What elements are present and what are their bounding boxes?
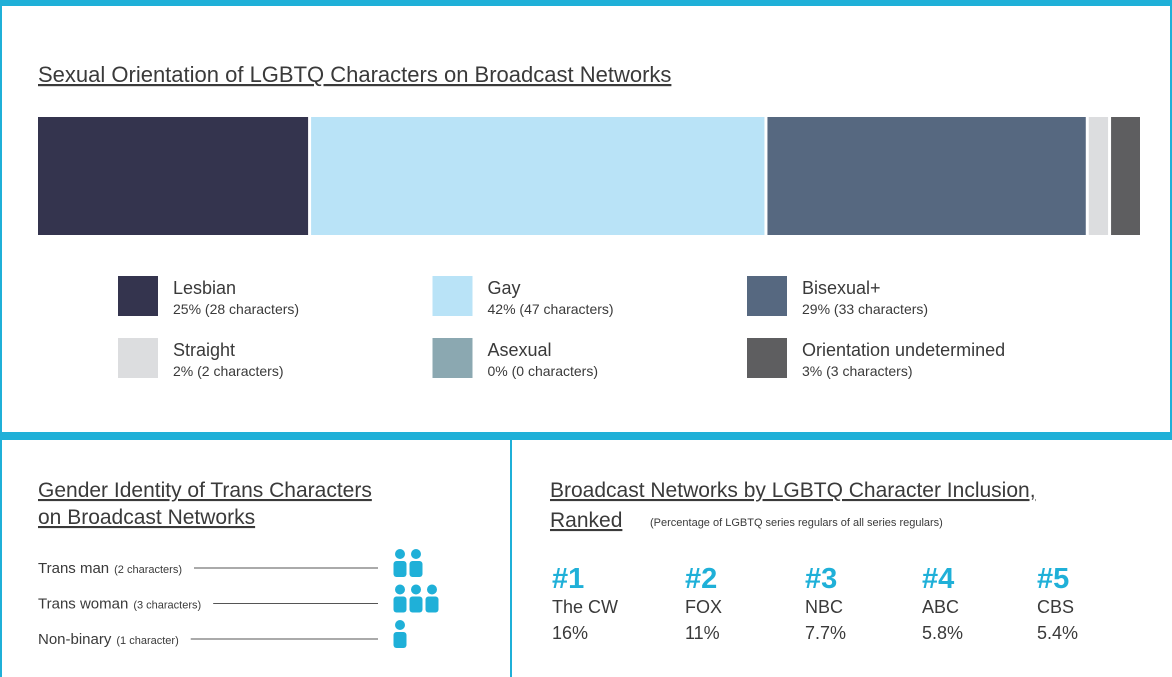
row-detail: (2 characters) (114, 564, 182, 576)
row-detail: (3 characters) (133, 600, 201, 612)
orientation-title: Sexual Orientation of LGBTQ Characters o… (38, 62, 671, 87)
rank: #1 (552, 563, 584, 595)
rank: #3 (805, 563, 837, 595)
gender-title: Gender Identity of Trans Characters (38, 479, 372, 502)
row-detail: (1 character) (116, 635, 178, 647)
bar-segment (1088, 117, 1109, 235)
network-share: 16% (552, 623, 588, 643)
person-icon-body (393, 596, 407, 613)
bar-segment (767, 117, 1086, 235)
person-icon-body (393, 632, 407, 648)
legend-name: Orientation undetermined (802, 340, 1005, 360)
person-icon-body (409, 596, 423, 613)
column-divider (510, 440, 512, 677)
legend-detail: 0% (0 characters) (488, 363, 598, 379)
network-name: CBS (1037, 597, 1074, 617)
row-name: Trans man (38, 560, 109, 577)
bar-segment (1111, 117, 1140, 235)
legend-name: Straight (173, 340, 235, 360)
person-icon-head (427, 584, 437, 595)
legend-swatch (118, 338, 158, 378)
person-icon-body (393, 561, 407, 577)
person-icon-head (395, 584, 405, 595)
row-name: Non-binary (38, 631, 112, 648)
rank: #4 (922, 563, 954, 595)
person-icon-head (395, 620, 405, 630)
legend-detail: 2% (2 characters) (173, 363, 283, 379)
network-share: 5.8% (922, 623, 963, 643)
legend-detail: 29% (33 characters) (802, 301, 928, 317)
legend-name: Gay (488, 278, 521, 298)
legend-swatch (432, 338, 473, 378)
legend-swatch (747, 276, 787, 316)
legend-name: Asexual (488, 340, 552, 360)
person-icon-head (411, 584, 421, 595)
network-share: 5.4% (1037, 623, 1078, 643)
legend-name: Lesbian (173, 278, 236, 298)
bar-segment (311, 117, 765, 235)
rank: #5 (1037, 563, 1069, 595)
legend-detail: 3% (3 characters) (802, 363, 912, 379)
person-icon-body (425, 596, 439, 613)
network-share: 7.7% (805, 623, 846, 643)
legend-swatch (118, 276, 158, 316)
person-icon-head (395, 549, 405, 559)
legend-swatch (747, 338, 787, 378)
networks-title: Ranked (550, 509, 622, 532)
row-name: Trans woman (38, 596, 128, 613)
legend-detail: 25% (28 characters) (173, 301, 299, 317)
legend-detail: 42% (47 characters) (488, 301, 614, 317)
legend-name: Bisexual+ (802, 278, 881, 298)
person-icon-head (411, 549, 421, 559)
rank: #2 (685, 563, 717, 595)
networks-note: (Percentage of LGBTQ series regulars of … (650, 517, 943, 529)
network-name: The CW (552, 597, 618, 617)
person-icon-body (409, 561, 423, 577)
divider (0, 432, 1172, 440)
top-border (0, 0, 1172, 6)
legend-swatch (432, 276, 473, 316)
right-border (1170, 0, 1172, 440)
gender-title: on Broadcast Networks (38, 506, 255, 529)
left-border (0, 0, 2, 677)
network-share: 11% (685, 623, 720, 643)
network-name: NBC (805, 597, 843, 617)
network-name: FOX (685, 597, 722, 617)
networks-title: Broadcast Networks by LGBTQ Character In… (550, 479, 1036, 502)
network-name: ABC (922, 597, 959, 617)
bar-segment (38, 117, 309, 235)
